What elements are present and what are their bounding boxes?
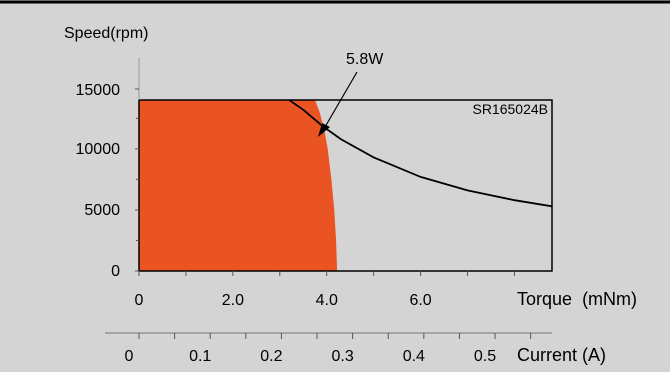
x-axis-ticks: 0 2.0 4.0 6.0	[135, 271, 515, 309]
x-tick-label: 6.0	[409, 292, 431, 309]
model-label: SR165024B	[472, 101, 548, 117]
plot-area	[138, 71, 553, 272]
x-tick-label: 0	[135, 292, 144, 309]
annotation-arrowhead	[318, 123, 330, 137]
current-tick-label: 0.1	[189, 348, 211, 365]
current-tick-label: 0.4	[403, 348, 425, 365]
y-axis-label: Speed(rpm)	[64, 25, 148, 42]
y-tick-label: 10000	[76, 141, 121, 158]
current-axis: 0 0.1 0.2 0.3 0.4 0.5	[105, 332, 552, 365]
current-tick-label: 0	[125, 348, 134, 365]
x-axis-label-name: Torque	[517, 289, 572, 309]
current-tick-label: 0.2	[260, 348, 282, 365]
x-axis-label: Torque (mNm)	[517, 289, 637, 309]
operating-region	[139, 100, 338, 271]
current-tick-label: 0.3	[331, 348, 353, 365]
plot-frame	[138, 99, 553, 272]
y-tick-label: 5000	[84, 202, 120, 219]
annotation-arrow-line	[324, 71, 358, 128]
power-curve-line	[288, 100, 552, 208]
x-axis-label-unit: (mNm)	[582, 289, 637, 309]
y-tick-label: 15000	[76, 82, 121, 99]
x-tick-label: 2.0	[222, 292, 244, 309]
y-axis-ticks: 0 5000 10000 15000	[76, 58, 140, 280]
y-tick-label: 0	[111, 263, 120, 280]
power-annotation: 5.8W	[346, 51, 384, 68]
x-tick-label: 4.0	[316, 292, 338, 309]
current-tick-label: 0.5	[474, 348, 496, 365]
current-axis-label: Current (A)	[517, 345, 606, 365]
